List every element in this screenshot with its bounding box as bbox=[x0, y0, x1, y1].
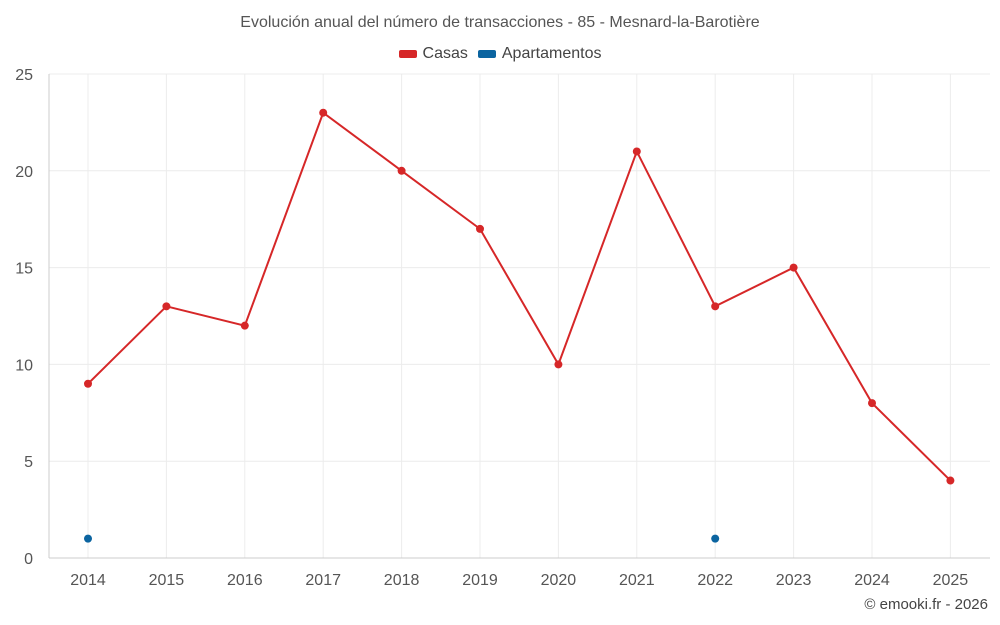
data-point-casas[interactable] bbox=[554, 360, 563, 369]
axes bbox=[48, 74, 990, 559]
data-point-casas[interactable] bbox=[868, 399, 876, 408]
data-point-casas[interactable] bbox=[711, 302, 720, 311]
x-tick-label: 2022 bbox=[697, 572, 733, 589]
grid-lines bbox=[49, 73, 990, 558]
data-point-casas[interactable] bbox=[162, 302, 171, 311]
legend-swatch-casas bbox=[398, 50, 417, 58]
legend-label-casas: Casas bbox=[422, 45, 468, 62]
credit-text: © emooki.fr - 2026 bbox=[864, 596, 988, 613]
series-group bbox=[84, 108, 955, 543]
y-axis-ticks: 0 5 10 15 20 25 bbox=[15, 67, 33, 568]
y-tick-label: 15 bbox=[15, 261, 33, 278]
chart-title: Evolución anual del número de transaccio… bbox=[240, 14, 760, 31]
data-point-casas[interactable] bbox=[789, 263, 798, 272]
legend-item-casas[interactable]: Casas bbox=[398, 45, 468, 63]
x-tick-label: 2017 bbox=[305, 572, 341, 589]
y-tick-label: 25 bbox=[15, 67, 33, 84]
x-tick-label: 2021 bbox=[619, 572, 655, 589]
x-tick-label: 2020 bbox=[541, 572, 577, 589]
data-point-casas[interactable] bbox=[319, 108, 328, 117]
x-tick-label: 2025 bbox=[933, 572, 969, 589]
legend: Casas Apartamentos bbox=[0, 45, 1000, 63]
legend-item-apartamentos[interactable]: Apartamentos bbox=[477, 45, 602, 63]
x-tick-label: 2023 bbox=[776, 572, 812, 589]
y-tick-label: 20 bbox=[15, 164, 33, 181]
x-tick-label: 2018 bbox=[384, 572, 420, 589]
data-point-apartamentos[interactable] bbox=[84, 534, 92, 543]
data-point-casas[interactable] bbox=[632, 147, 641, 156]
data-point-casas[interactable] bbox=[476, 224, 484, 233]
data-point-casas[interactable] bbox=[397, 166, 406, 175]
data-point-casas[interactable] bbox=[946, 476, 955, 485]
y-tick-label: 0 bbox=[24, 551, 33, 568]
x-axis-ticks: 2014 2015 2016 2017 2018 2019 2020 2021 2022 2023… bbox=[70, 572, 968, 589]
x-tick-label: 2014 bbox=[70, 572, 106, 589]
x-tick-label: 2015 bbox=[149, 572, 185, 589]
y-tick-label: 5 bbox=[24, 454, 33, 471]
series-line-casas bbox=[87, 111, 952, 482]
legend-label-apartamentos: Apartamentos bbox=[501, 45, 602, 62]
x-tick-label: 2024 bbox=[854, 572, 890, 589]
data-point-casas[interactable] bbox=[84, 379, 92, 388]
legend-swatch-apartamentos bbox=[477, 50, 496, 58]
data-point-apartamentos[interactable] bbox=[711, 534, 720, 543]
x-tick-label: 2019 bbox=[462, 572, 498, 589]
y-tick-label: 10 bbox=[15, 357, 33, 374]
x-tick-label: 2016 bbox=[227, 572, 263, 589]
data-point-casas[interactable] bbox=[240, 321, 249, 330]
